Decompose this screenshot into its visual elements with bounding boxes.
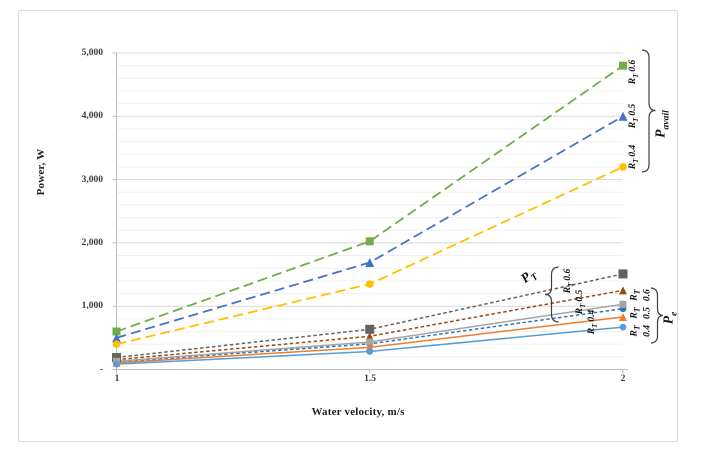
x-axis-title: Water velocity, m/s [311,406,405,418]
xtick-2: 2 [620,373,626,384]
pe-rt-labels: RT RT RT 0.4 0.5 0.6 [629,289,653,337]
ytick-2000: 2,000 [81,237,103,248]
ytick-5000: 5,000 [81,48,103,58]
pavail-rt-0-6-label: RT0.6 [628,59,640,85]
pavail-rt-0-5-label: RT0.5 [628,103,640,129]
pavail-rt-0-4-label: RT0.4 [628,144,640,170]
pavail-group-label: Pavail [652,110,672,138]
ytick-zero: - [99,364,103,375]
xtick-1: 1 [114,373,120,384]
pt-rt-0-4-label: RT0.4 [587,309,599,335]
pe-group-label: Pe [660,311,680,325]
ytick-4000: 4,000 [81,111,103,122]
ytick-3000: 3,000 [81,174,103,185]
pt-rt-0-6-label: RT0.6 [563,268,575,294]
ytick-1000: 1,000 [81,301,103,312]
y-axis-title: Power, W [35,148,47,196]
pt-rt-0-5-label: RT0.5 [575,289,587,315]
xtick-1-5: 1.5 [364,373,376,384]
chart-border [18,10,678,442]
